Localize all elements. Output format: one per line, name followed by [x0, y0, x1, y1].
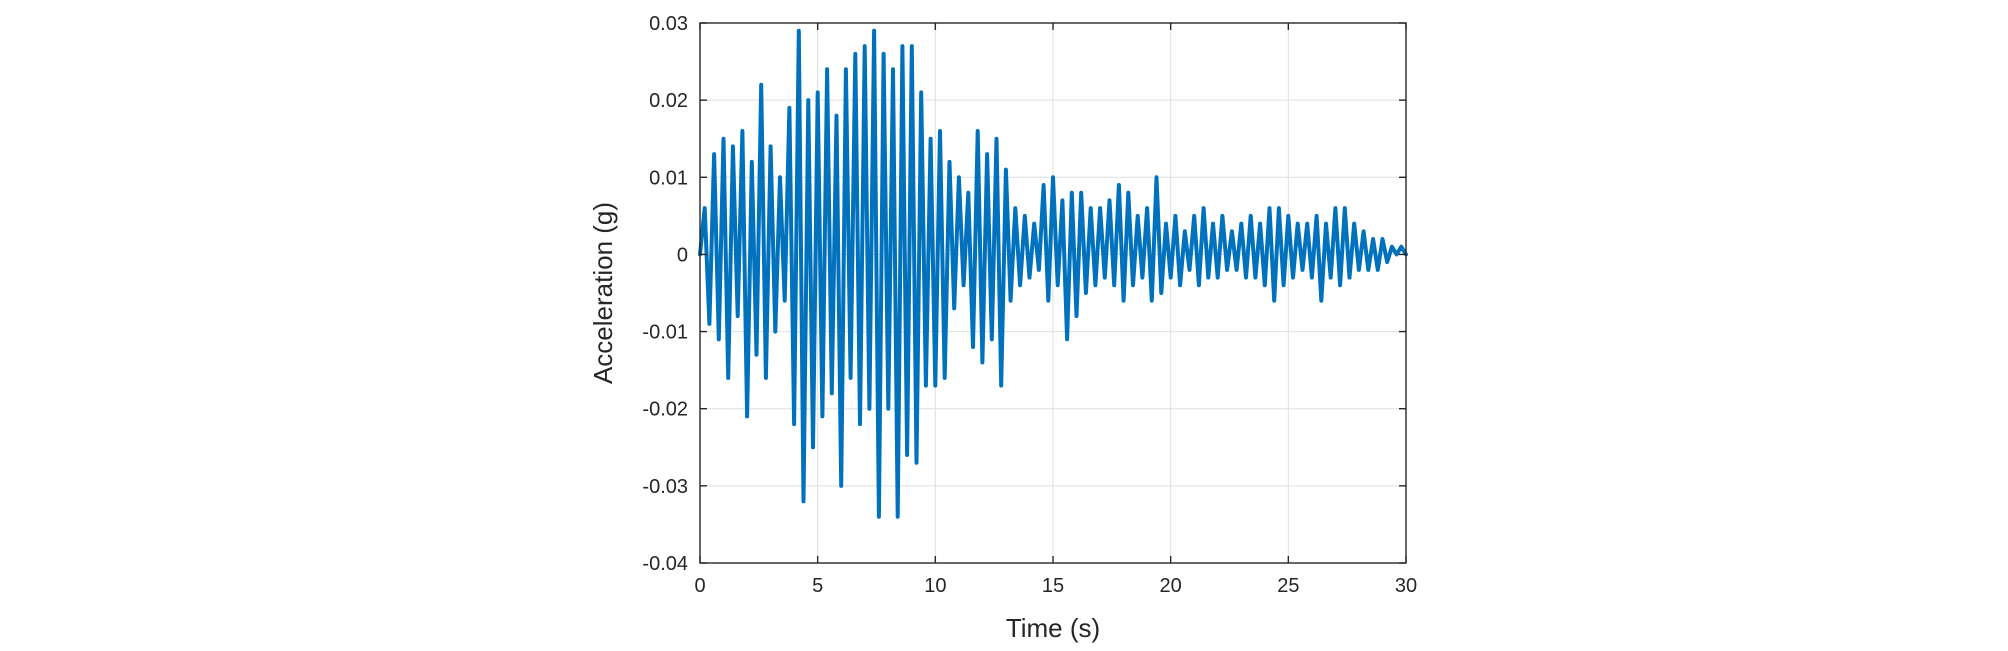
series-layer: [698, 28, 1408, 519]
y-tick-label: 0.01: [649, 167, 688, 189]
x-tick-label: 20: [1160, 575, 1182, 597]
x-tick-label: 15: [1042, 575, 1064, 597]
y-tick-label: -0.03: [642, 476, 688, 498]
y-tick-label: 0.03: [649, 13, 688, 35]
y-tick-label: 0.02: [649, 90, 688, 112]
x-axis-title: Time (s): [1006, 613, 1100, 643]
x-tick-label: 30: [1395, 575, 1417, 597]
x-tick-label: 10: [924, 575, 946, 597]
grid-lines: [699, 22, 1407, 564]
y-tick-label: -0.02: [642, 399, 688, 421]
series-line: [698, 28, 1408, 519]
x-tick-label: 25: [1277, 575, 1299, 597]
tick-marks: [699, 22, 1407, 564]
x-tick-label: 0: [694, 575, 705, 597]
y-tick-label: 0: [677, 244, 688, 266]
y-tick-label: -0.01: [642, 322, 688, 344]
y-axis-title: Acceleration (g): [588, 202, 618, 384]
y-tick-labels: 0.03 0.02 0.01 0 -0.01 -0.02 -0.03 -0.04: [642, 13, 688, 575]
x-tick-labels: 0 5 10 15 20 25 30: [694, 575, 1417, 597]
y-tick-label: -0.04: [642, 553, 688, 575]
x-tick-label: 5: [812, 575, 823, 597]
